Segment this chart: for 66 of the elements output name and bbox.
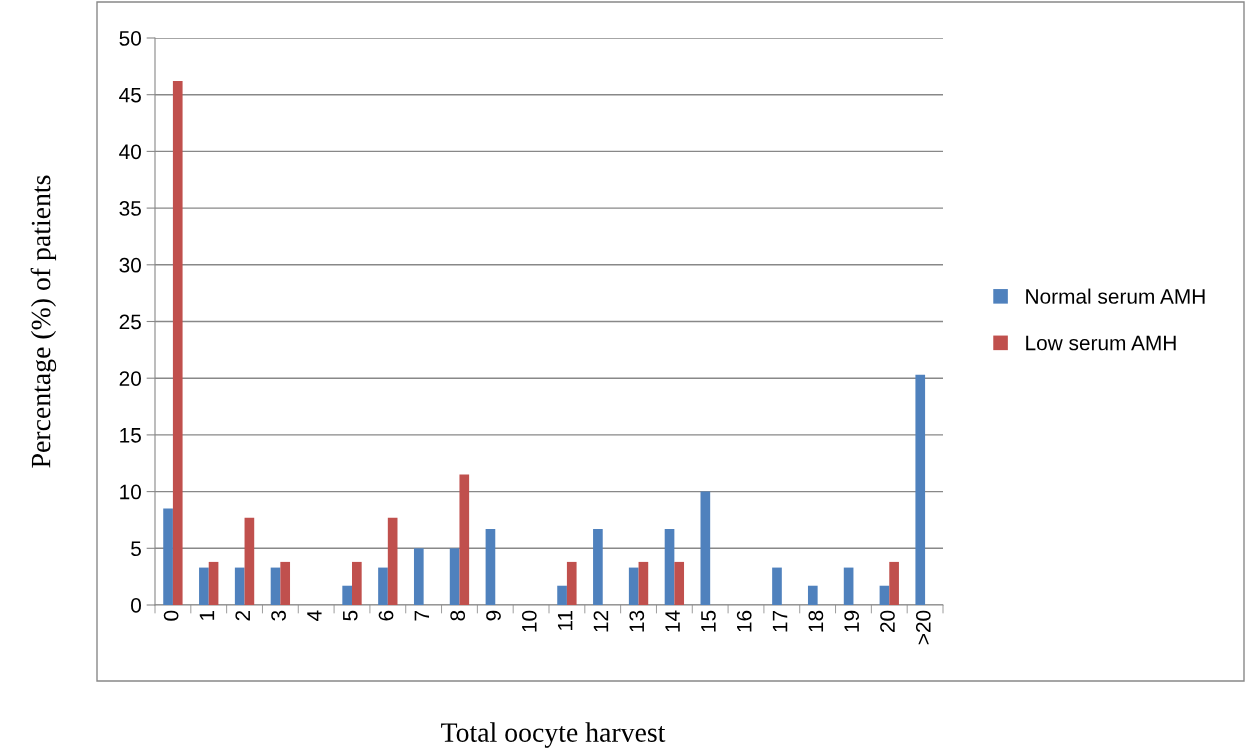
- x-tick-label: 1: [199, 610, 215, 620]
- y-tick-label: 20: [119, 371, 141, 386]
- bar: [566, 561, 577, 605]
- bar: [664, 529, 675, 605]
- bar: [163, 508, 173, 605]
- x-tick-label: 5: [343, 610, 358, 621]
- x-tick-label: 11: [557, 610, 573, 630]
- bar: [459, 474, 470, 605]
- bar: [485, 529, 496, 605]
- x-tick-label: 8: [450, 610, 466, 621]
- x-tick-label: 10: [521, 610, 537, 632]
- bar: [244, 517, 255, 605]
- x-tick-label: 12: [593, 610, 609, 632]
- bar: [557, 585, 567, 605]
- x-tick-label: 7: [414, 610, 430, 621]
- x-tick-label: 18: [808, 610, 824, 632]
- y-tick-label: 5: [131, 541, 141, 557]
- bar: [638, 561, 649, 605]
- bar: [889, 561, 899, 605]
- bar: [879, 585, 890, 605]
- bar: [593, 529, 603, 605]
- x-axis-title: Total oocyte harvest: [441, 722, 666, 748]
- x-tick-label: 15: [701, 610, 716, 632]
- bar: [270, 567, 281, 605]
- bar: [807, 585, 818, 605]
- bar: [208, 561, 219, 605]
- x-tick-label: 14: [665, 610, 680, 632]
- x-tick-label: 2: [235, 610, 250, 621]
- y-tick-label: 15: [120, 428, 141, 443]
- x-tick-label: 4: [307, 610, 322, 621]
- x-tick-label: 13: [629, 610, 645, 632]
- y-tick-label: 10: [120, 484, 141, 500]
- y-tick-label: 45: [119, 87, 141, 103]
- bar: [387, 517, 398, 605]
- bar: [378, 567, 388, 605]
- bar: [772, 567, 782, 605]
- bar: [172, 81, 183, 605]
- y-tick-label: 40: [119, 144, 141, 160]
- y-tick-label: 30: [119, 257, 141, 273]
- x-tick-label: 16: [736, 610, 752, 632]
- legend-label: Normal serum AMH: [1026, 288, 1205, 304]
- legend-label: Low serum AMH: [1026, 335, 1176, 351]
- bar: [843, 567, 854, 605]
- x-tick-label: 6: [378, 610, 394, 621]
- bar: [413, 548, 424, 605]
- x-tick-label: 0: [163, 610, 179, 621]
- bar: [280, 561, 291, 605]
- bar: [342, 585, 352, 605]
- y-tick-label: 50: [119, 31, 141, 46]
- y-tick-label: 35: [119, 201, 141, 216]
- bar: [628, 567, 639, 605]
- x-tick-label: 3: [271, 610, 286, 621]
- bar: [700, 491, 711, 605]
- bar: [674, 561, 685, 605]
- bar: [234, 567, 245, 605]
- y-tick-label: 25: [119, 314, 141, 330]
- x-tick-label: 9: [486, 610, 501, 621]
- x-tick-label: 20: [880, 610, 895, 632]
- y-axis-title: Percentage (%) of patients: [30, 175, 57, 468]
- x-tick-label: >20: [915, 610, 931, 645]
- bar: [915, 374, 926, 605]
- x-tick-label: 19: [844, 610, 860, 632]
- bar: [352, 561, 362, 605]
- bar: [449, 548, 460, 605]
- x-tick-label: 17: [772, 610, 788, 632]
- bar: [199, 567, 209, 605]
